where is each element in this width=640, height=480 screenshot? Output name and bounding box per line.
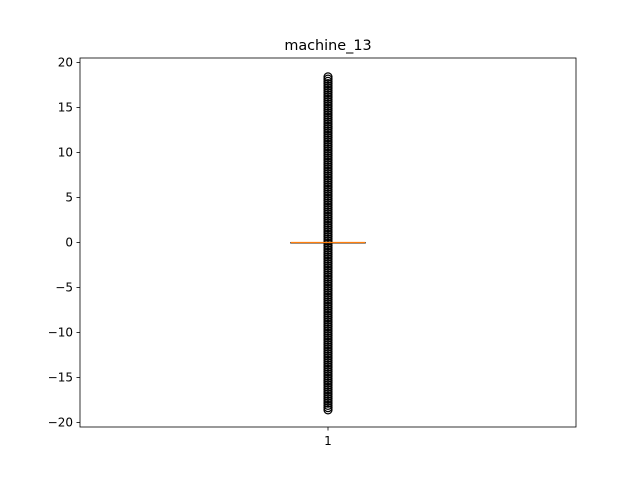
y-tick-label: −15 bbox=[48, 371, 73, 385]
outlier-point bbox=[323, 72, 333, 82]
outlier-points bbox=[323, 72, 333, 415]
y-tick-label: −20 bbox=[48, 416, 73, 430]
x-axis: 1 bbox=[324, 427, 332, 448]
y-tick-label: −5 bbox=[55, 281, 73, 295]
box-element bbox=[290, 241, 366, 244]
y-axis: −20 −15 −10 −5 0 5 10 15 20 bbox=[48, 56, 80, 430]
y-tick-label: 10 bbox=[58, 146, 73, 160]
chart-title: machine_13 bbox=[284, 38, 371, 54]
y-tick-label: 20 bbox=[58, 56, 73, 70]
y-tick-label: 15 bbox=[58, 101, 73, 115]
x-tick-label: 1 bbox=[324, 434, 332, 448]
y-tick-label: 5 bbox=[65, 191, 73, 205]
y-tick-label: 0 bbox=[65, 236, 73, 250]
y-tick-label: −10 bbox=[48, 326, 73, 340]
